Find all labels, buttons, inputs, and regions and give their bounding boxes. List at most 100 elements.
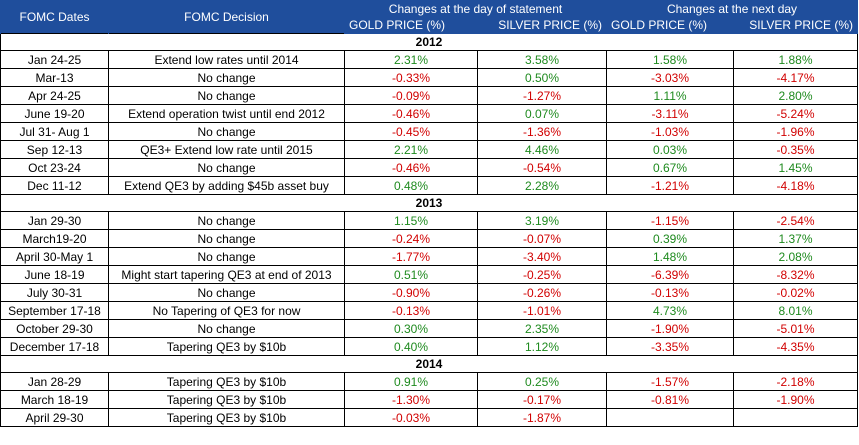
gold-statement-day-cell: -1.77% [344,247,478,266]
gold-statement-day-cell: 0.91% [344,372,478,391]
table-header: FOMC Dates FOMC Decision Changes at the … [0,0,859,34]
fomc-date-cell: Dec 11-12 [0,176,109,195]
silver-statement-day-cell: 2.35% [476,319,608,338]
fomc-date-cell: March 18-19 [0,390,109,409]
fomc-decision-cell: No change [108,283,345,302]
table-row: June 18-19 Might start tapering QE3 at en… [0,265,859,284]
silver-statement-day-cell: 0.50% [476,68,608,87]
silver-next-day-cell: 1.88% [733,50,859,69]
silver-statement-day-cell: 1.12% [476,337,608,356]
fomc-decision-cell: Tapering QE3 by $10b [108,390,345,409]
gold-next-day-cell: 0.67% [606,158,735,177]
gold-next-day-cell: -1.57% [606,372,735,391]
silver-statement-day-cell: -0.25% [476,265,608,284]
fomc-decision-cell: Extend low rates until 2014 [108,50,345,69]
fomc-decision-cell: Tapering QE3 by $10b [108,337,345,356]
table-row: Jul 31- Aug 1 No change -0.45% -1.36% -1.03%… [0,122,859,141]
gold-statement-day-cell: -0.24% [344,229,478,248]
table-row: July 30-31 No change -0.90% -0.26% -0.13% -0.… [0,283,859,302]
year-label: 2014 [0,355,859,373]
fomc-date-cell: Apr 24-25 [0,86,109,105]
fomc-date-cell: Mar-13 [0,68,109,87]
table-row: October 29-30 No change 0.30% 2.35% -1.90% -5… [0,319,859,338]
fomc-date-cell: April 29-30 [0,408,109,427]
fomc-decision-cell: Tapering QE3 by $10b [108,408,345,427]
header-group-next-day: Changes at the next day [606,0,859,17]
fomc-date-cell: Jan 24-25 [0,50,109,69]
table-row: April 30-May 1 No change -1.77% -3.40% 1.48%… [0,247,859,266]
fomc-date-cell: April 30-May 1 [0,247,109,266]
gold-next-day-cell: -1.03% [606,122,735,141]
gold-statement-day-cell: -0.46% [344,158,478,177]
header-gold-next-day: GOLD PRICE (%) [606,17,735,34]
gold-statement-day-cell: 1.15% [344,211,478,230]
silver-statement-day-cell: 2.28% [476,176,608,195]
silver-next-day-cell: -4.35% [733,337,859,356]
table-row: Sep 12-13 QE3+ Extend low rate until 2015… [0,140,859,159]
table-row: Jan 24-25 Extend low rates until 2014 2.31… [0,50,859,69]
silver-statement-day-cell: -0.26% [476,283,608,302]
gold-next-day-cell: -0.13% [606,283,735,302]
header-fomc-decision: FOMC Decision [108,0,345,34]
header-silver-next-day: SILVER PRICE (%) [733,17,859,34]
year-row: 2012 [0,33,859,51]
silver-statement-day-cell: 4.46% [476,140,608,159]
gold-statement-day-cell: -0.33% [344,68,478,87]
table-row: June 19-20 Extend operation twist until e… [0,104,859,123]
fomc-decision-cell: QE3+ Extend low rate until 2015 [108,140,345,159]
fomc-decision-cell: No change [108,229,345,248]
year-row: 2013 [0,194,859,212]
table-row: Oct 23-24 No change -0.46% -0.54% 0.67% 1.45% [0,158,859,177]
fomc-decision-cell: No change [108,247,345,266]
table-row: April 29-30 Tapering QE3 by $10b -0.03% -1.… [0,408,859,427]
gold-next-day-cell: -0.81% [606,390,735,409]
silver-next-day-cell: -5.01% [733,319,859,338]
silver-next-day-cell: -5.24% [733,104,859,123]
silver-statement-day-cell: 0.25% [476,372,608,391]
gold-statement-day-cell: 2.31% [344,50,478,69]
header-fomc-dates: FOMC Dates [0,0,109,34]
silver-statement-day-cell: -0.54% [476,158,608,177]
silver-next-day-cell: 1.37% [733,229,859,248]
gold-next-day-cell: 1.58% [606,50,735,69]
table-body: 2012 Jan 24-25 Extend low rates until 2014… [0,33,859,427]
silver-next-day-cell: -2.54% [733,211,859,230]
silver-next-day-cell: 2.80% [733,86,859,105]
year-row: 2014 [0,355,859,373]
silver-statement-day-cell: -0.07% [476,229,608,248]
fomc-date-cell: October 29-30 [0,319,109,338]
gold-next-day-cell: -3.03% [606,68,735,87]
silver-statement-day-cell: -0.17% [476,390,608,409]
gold-statement-day-cell: -0.90% [344,283,478,302]
fomc-date-cell: Jul 31- Aug 1 [0,122,109,141]
gold-next-day-cell: 1.48% [606,247,735,266]
table-row: Dec 11-12 Extend QE3 by adding $45b asset… [0,176,859,195]
fomc-decision-cell: No change [108,158,345,177]
header-silver-statement-day: SILVER PRICE (%) [476,17,608,34]
silver-statement-day-cell: 3.19% [476,211,608,230]
gold-next-day-cell: 4.73% [606,301,735,320]
silver-statement-day-cell: -1.36% [476,122,608,141]
fomc-decision-cell: No change [108,68,345,87]
gold-statement-day-cell: 0.40% [344,337,478,356]
gold-statement-day-cell: -0.13% [344,301,478,320]
gold-statement-day-cell: -0.46% [344,104,478,123]
gold-next-day-cell: 1.11% [606,86,735,105]
table-row: Apr 24-25 No change -0.09% -1.27% 1.11% 2.80% [0,86,859,105]
gold-next-day-cell [606,408,735,427]
gold-statement-day-cell: 0.48% [344,176,478,195]
table-row: September 17-18 No Tapering of QE3 for no… [0,301,859,320]
fomc-decision-cell: Extend operation twist until end 2012 [108,104,345,123]
gold-next-day-cell: -1.15% [606,211,735,230]
silver-next-day-cell [733,408,859,427]
silver-next-day-cell: 2.08% [733,247,859,266]
fomc-date-cell: September 17-18 [0,301,109,320]
year-label: 2012 [0,33,859,51]
fomc-date-cell: Jan 28-29 [0,372,109,391]
fomc-date-cell: March19-20 [0,229,109,248]
gold-next-day-cell: -6.39% [606,265,735,284]
fomc-decision-cell: Might start tapering QE3 at end of 2013 [108,265,345,284]
gold-statement-day-cell: -1.30% [344,390,478,409]
table-row: Jan 29-30 No change 1.15% 3.19% -1.15% -2.54% [0,211,859,230]
fomc-decision-cell: Tapering QE3 by $10b [108,372,345,391]
